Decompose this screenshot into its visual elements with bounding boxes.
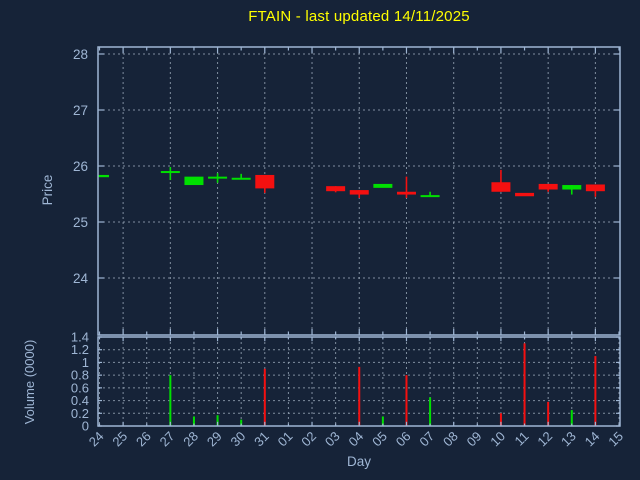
svg-text:0: 0 [82,419,89,434]
svg-text:05: 05 [369,429,390,450]
candlestick-series [98,167,605,198]
candle-day-13 [562,185,582,195]
svg-text:08: 08 [440,429,461,450]
volume-bar-day-28 [192,416,195,426]
day-tick-labels: 24 25 26 27 28 29 30 31 01 02 03 04 05 06 07 08 09 10 11 12… [86,429,626,450]
volume-tick-labels: 00.20.40.60.811.21.4 [71,330,89,434]
volume-bar-day-12 [547,401,550,426]
candle-day-31 [255,174,275,193]
svg-text:0.2: 0.2 [71,406,89,421]
volume-axis-label: Volume (0000) [22,340,37,425]
svg-text:01: 01 [275,429,296,450]
svg-text:29: 29 [204,429,225,450]
svg-text:09: 09 [464,429,485,450]
volume-bar-day-31 [263,368,266,426]
svg-text:28: 28 [180,429,201,450]
candle-day-27 [160,167,180,180]
svg-text:02: 02 [298,429,319,450]
candle-day-28 [184,176,204,186]
svg-text:1: 1 [82,355,89,370]
svg-text:28: 28 [73,47,88,62]
candle-day-06 [396,176,416,198]
svg-text:27: 27 [73,103,88,118]
candle-day-07 [420,191,440,198]
svg-text:26: 26 [73,159,88,174]
svg-text:0.4: 0.4 [71,393,89,408]
candle-day-30 [231,173,251,180]
svg-text:26: 26 [133,429,154,450]
svg-text:06: 06 [393,429,414,450]
candle-day-14 [585,184,605,197]
volume-bar-day-10 [499,413,502,426]
volume-bar-day-07 [429,397,432,426]
svg-text:13: 13 [558,429,579,450]
svg-text:30: 30 [227,429,248,450]
svg-text:25: 25 [73,215,88,230]
svg-text:31: 31 [251,429,272,450]
price-tick-labels: 24 25 26 27 28 [73,47,89,286]
volume-bar-day-13 [570,410,573,426]
volume-series [169,343,597,426]
volume-bar-day-06 [405,375,408,426]
chart-title: FTAIN - last updated 14/11/2025 [248,8,470,25]
candle-day-24 [98,174,109,178]
candle-day-10 [491,169,511,192]
volume-bar-day-04 [358,366,361,426]
svg-text:03: 03 [322,429,343,450]
svg-text:12: 12 [534,429,555,450]
svg-text:1.4: 1.4 [71,330,89,345]
svg-text:0.8: 0.8 [71,368,89,383]
svg-text:24: 24 [73,271,89,286]
candle-day-11 [515,192,535,197]
svg-text:11: 11 [512,429,532,449]
svg-text:15: 15 [605,429,626,450]
volume-bar-day-29 [216,415,219,426]
candle-day-12 [538,183,558,192]
candle-day-03 [326,186,346,193]
candle-day-04 [349,190,369,198]
volume-bar-day-05 [381,416,384,426]
volume-bar-day-30 [240,419,243,426]
day-axis-label: Day [347,454,371,469]
svg-text:07: 07 [416,429,437,450]
svg-text:04: 04 [346,429,367,450]
svg-text:27: 27 [157,429,178,450]
svg-text:0.6: 0.6 [71,380,89,395]
price-gridlines [98,47,620,335]
volume-bar-day-27 [169,375,172,426]
volume-bar-day-14 [594,356,597,426]
volume-bar-day-11 [523,343,526,426]
candle-day-29 [208,173,228,183]
axis-ticks [98,47,620,427]
svg-text:25: 25 [109,429,130,450]
svg-text:14: 14 [582,429,603,450]
svg-text:10: 10 [487,429,508,450]
candle-day-05 [373,183,393,188]
svg-text:1.2: 1.2 [71,342,89,357]
price-axis-label: Price [40,175,55,206]
